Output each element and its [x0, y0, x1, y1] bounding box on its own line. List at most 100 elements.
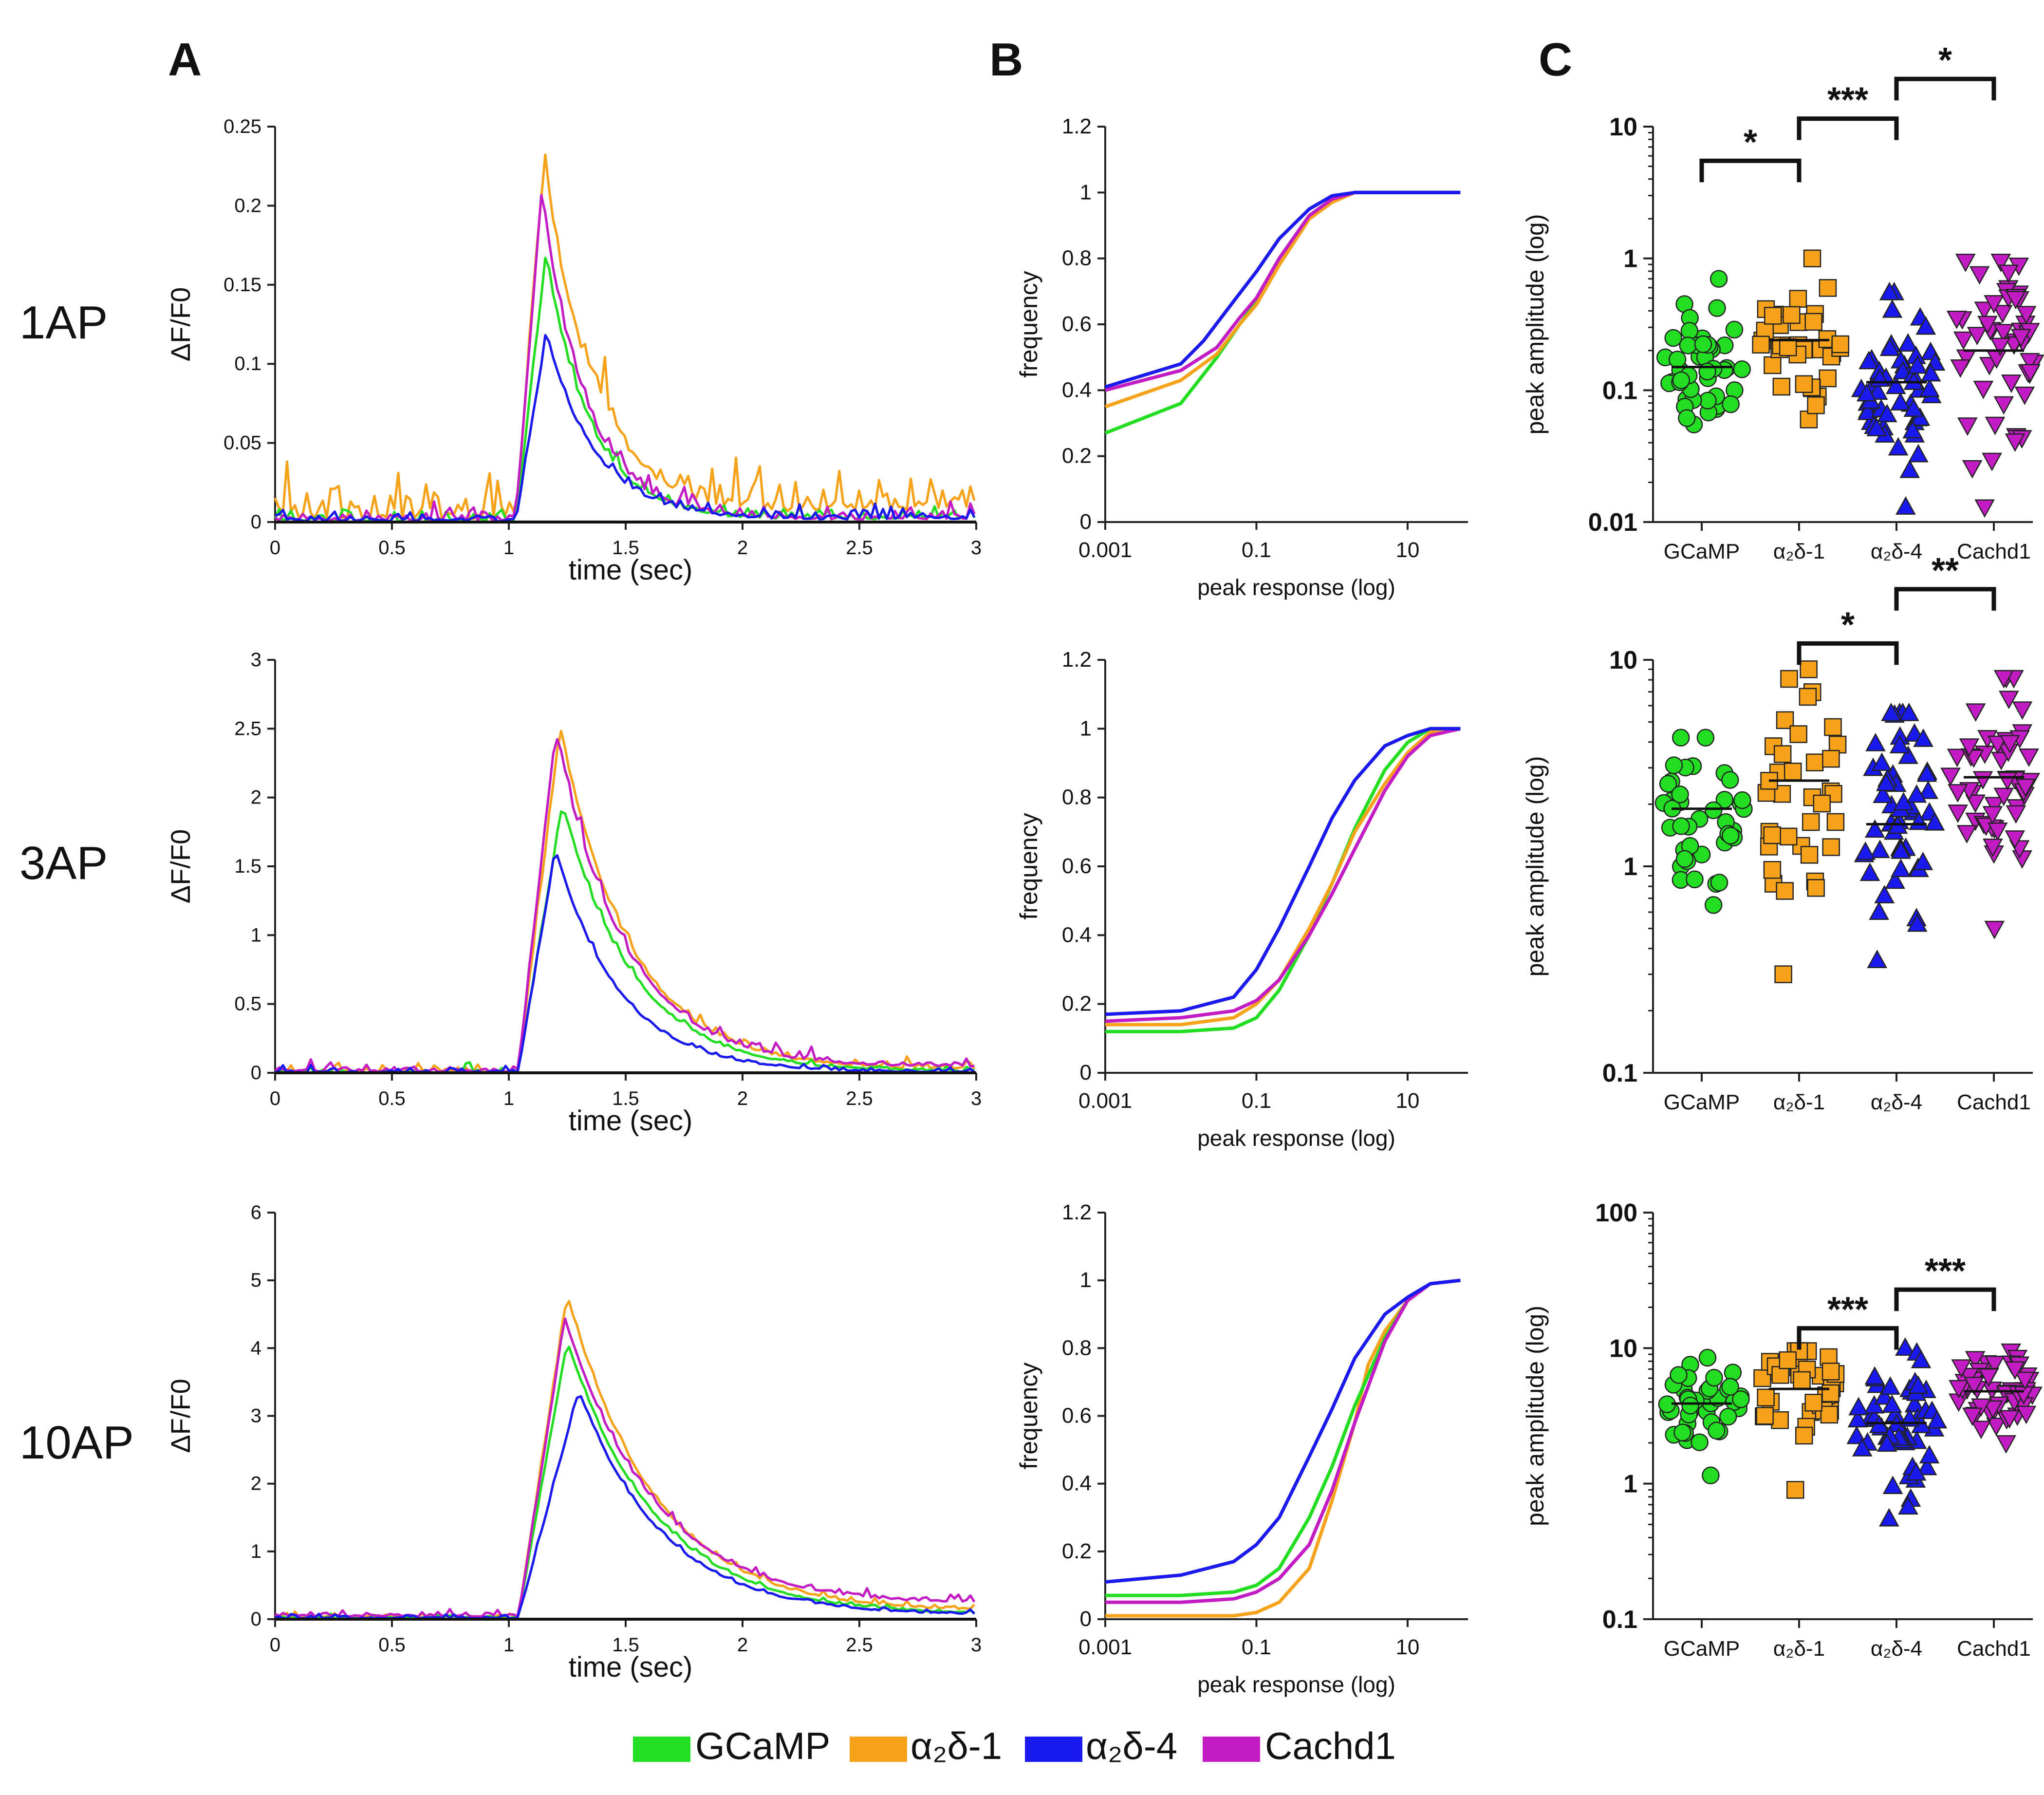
- data-point: [1783, 306, 1801, 324]
- data-point: [1948, 804, 1968, 823]
- data-point: [1771, 1366, 1789, 1384]
- data-point: [1906, 1462, 1927, 1481]
- data-point: [1956, 825, 1977, 844]
- x-tick-label: α₂δ-4: [1871, 540, 1922, 563]
- data-point: [1757, 1388, 1775, 1407]
- data-point: [1771, 1411, 1789, 1429]
- x-axis-title: peak response (log): [1197, 1672, 1395, 1697]
- data-point: [1732, 1390, 1750, 1408]
- significance-label: ***: [1925, 1252, 1966, 1290]
- y-tick-label: 0.4: [1062, 923, 1092, 947]
- data-point: [1904, 1394, 1925, 1413]
- x-axis-title: peak response (log): [1197, 1125, 1395, 1151]
- data-point: [1959, 1367, 1980, 1386]
- x-tick-label: Cachd1: [1957, 1637, 2031, 1661]
- series-line-gcamp: [1105, 1278, 1461, 1597]
- data-point: [2020, 364, 2041, 383]
- legend-label-gcamp: GCaMP: [695, 1724, 830, 1767]
- data-point: [1903, 371, 1924, 390]
- y-axis-title: ΔF/F0: [165, 1379, 196, 1453]
- y-tick-label: 0.8: [1062, 246, 1092, 270]
- data-point: [1708, 299, 1726, 317]
- data-point: [1826, 813, 1845, 831]
- data-point: [1916, 763, 1937, 782]
- y-tick-label: 5: [251, 1270, 261, 1291]
- y-tick-label: 0: [251, 1062, 261, 1084]
- data-point: [1804, 313, 1822, 331]
- data-point: [1675, 850, 1694, 868]
- data-point: [1982, 806, 2003, 825]
- data-point: [1721, 826, 1740, 845]
- x-tick-label: 0.1: [1242, 1635, 1271, 1659]
- data-point: [2005, 433, 2025, 452]
- data-point: [1908, 1375, 1929, 1394]
- y-tick-label: 0.8: [1062, 785, 1092, 809]
- data-point: [1898, 745, 1918, 764]
- series-line-a2d-4: [1105, 1278, 1461, 1584]
- data-point: [1984, 920, 2005, 939]
- series-line-a2d-1: [274, 153, 976, 521]
- data-point: [1721, 1378, 1739, 1396]
- data-point: [1877, 1433, 1897, 1452]
- data-point: [1948, 784, 1968, 803]
- row-label-1ap: 1AP: [19, 297, 108, 349]
- y-axis-title: peak amplitude (log): [1522, 214, 1549, 434]
- data-point: [1789, 290, 1807, 308]
- data-point: [1982, 452, 2002, 471]
- x-axis-title: peak response (log): [1197, 575, 1395, 600]
- chart-c-10ap: 0.1 1 10 100 GCaMP α₂δ-1 α₂δ-4 Cachd1 peak ampli…: [1522, 1199, 2043, 1661]
- legend: GCaMP α₂δ-1 α₂δ-4 Cachd1: [633, 1724, 1396, 1767]
- data-point: [1776, 882, 1794, 900]
- data-point: [1951, 1359, 1972, 1378]
- y-tick-label: 0.6: [1062, 1404, 1092, 1428]
- x-tick-label: 1: [503, 1088, 514, 1109]
- significance-label: ***: [1827, 1290, 1868, 1329]
- data-point: [1784, 763, 1802, 781]
- row-label-10ap: 10AP: [19, 1417, 134, 1469]
- data-point: [1704, 896, 1723, 914]
- significance-label: *: [1744, 123, 1757, 162]
- significance-label: ***: [1827, 81, 1868, 120]
- data-point: [1996, 1435, 2016, 1454]
- legend-swatch-gcamp: [633, 1737, 690, 1762]
- data-point: [1983, 839, 2003, 857]
- data-point: [1879, 1508, 1899, 1527]
- data-point: [1859, 862, 1880, 881]
- data-point: [1899, 459, 1920, 478]
- data-point: [1992, 305, 2013, 323]
- data-point: [1978, 1368, 1999, 1387]
- data-point: [1891, 859, 1911, 878]
- data-point: [1977, 316, 1998, 335]
- y-tick-label: 0.2: [1062, 992, 1092, 1016]
- chart-a-10ap: 0 1 2 3 4 5 6 0 0.5 1 1.5 2 2.5 3 time (sec) ΔF/F0: [165, 1202, 982, 1683]
- data-point: [1903, 398, 1924, 417]
- x-tick-label: 0: [270, 537, 280, 559]
- significance-bracket: [1797, 641, 1899, 665]
- y-axis-title: ΔF/F0: [165, 829, 196, 904]
- data-point: [1855, 841, 1876, 860]
- x-tick-label: 0.5: [378, 537, 406, 559]
- data-point: [1983, 1400, 2003, 1419]
- y-axis-title: frequency: [1015, 1363, 1042, 1470]
- y-tick-label: 0: [251, 511, 261, 533]
- data-point: [1681, 1397, 1699, 1415]
- data-point: [1986, 1418, 2007, 1436]
- y-tick-label: 10: [1609, 113, 1637, 141]
- data-point: [2010, 329, 2031, 348]
- x-tick-label: 10: [1395, 538, 1419, 562]
- y-tick-label: 3: [251, 649, 261, 671]
- x-tick-label: α₂δ-1: [1773, 540, 1825, 563]
- data-point: [1950, 359, 1971, 378]
- data-point: [1964, 1377, 1985, 1396]
- data-point: [1665, 756, 1683, 774]
- significance-bracket: [1699, 158, 1802, 183]
- legend-item-cachd1: Cachd1: [1203, 1724, 1396, 1767]
- data-point: [1874, 885, 1895, 904]
- y-tick-label: 3: [251, 1405, 261, 1427]
- data-point: [1764, 307, 1782, 325]
- data-point: [1813, 794, 1831, 813]
- data-point: [1773, 745, 1792, 763]
- data-point: [1873, 785, 1893, 803]
- data-point: [1927, 1410, 1948, 1429]
